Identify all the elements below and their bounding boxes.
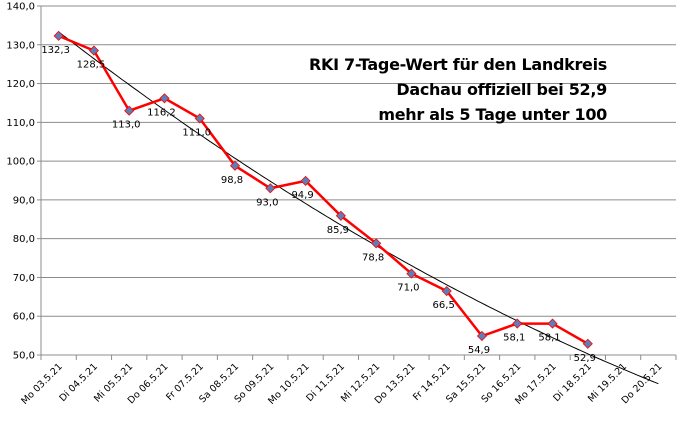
data-point xyxy=(476,330,488,342)
y-tick-label: 100,0 xyxy=(6,157,35,168)
data-label: 93,0 xyxy=(256,197,278,208)
title-line-3: mehr als 5 Tage unter 100 xyxy=(378,105,607,124)
data-label: 54,9 xyxy=(468,345,490,356)
data-point xyxy=(229,160,241,171)
y-tick-label: 140,0 xyxy=(6,2,35,13)
data-point xyxy=(335,210,346,221)
chart-title: RKI 7-Tage-Wert für den Landkreis Dachau… xyxy=(309,52,607,127)
series-line xyxy=(58,34,589,345)
y-tick-label: 90,0 xyxy=(13,195,35,206)
data-point xyxy=(547,318,558,329)
data-label: 113,0 xyxy=(112,120,141,131)
data-label: 66,5 xyxy=(433,300,455,311)
data-label: 132,3 xyxy=(41,45,70,56)
data-point xyxy=(265,183,276,194)
y-tick-label: 130,0 xyxy=(6,40,35,51)
data-label: 52,9 xyxy=(574,353,596,364)
y-tick-label: 60,0 xyxy=(13,312,35,323)
data-label: 111,0 xyxy=(182,127,211,138)
data-point xyxy=(512,318,523,329)
data-label: 58,1 xyxy=(538,333,560,344)
data-point xyxy=(582,338,593,349)
data-label: 71,0 xyxy=(397,283,419,294)
y-tick-label: 70,0 xyxy=(13,273,35,284)
data-label: 128,5 xyxy=(77,60,106,71)
data-point xyxy=(406,268,417,279)
data-point xyxy=(441,285,452,297)
data-point xyxy=(194,113,205,124)
data-label: 78,8 xyxy=(362,252,384,263)
data-label: 98,8 xyxy=(221,175,243,186)
data-point xyxy=(124,105,135,116)
y-tick-label: 80,0 xyxy=(13,234,35,245)
title-line-2: Dachau offiziell bei 52,9 xyxy=(396,80,607,99)
data-label: 85,9 xyxy=(327,225,349,236)
y-tick-label: 110,0 xyxy=(6,118,35,129)
data-point xyxy=(300,175,311,186)
data-label: 94,9 xyxy=(291,190,313,201)
data-label: 116,2 xyxy=(147,107,176,118)
data-point xyxy=(53,30,64,41)
data-label: 58,1 xyxy=(503,333,525,344)
title-line-1: RKI 7-Tage-Wert für den Landkreis xyxy=(309,55,607,74)
x-tick-label: Mo 03.5.21 xyxy=(19,361,64,406)
y-tick-label: 120,0 xyxy=(6,79,35,90)
data-point xyxy=(88,45,99,56)
trendline xyxy=(58,31,659,385)
data-point xyxy=(371,238,382,249)
y-tick-label: 50,0 xyxy=(13,351,35,362)
data-point xyxy=(159,93,170,104)
